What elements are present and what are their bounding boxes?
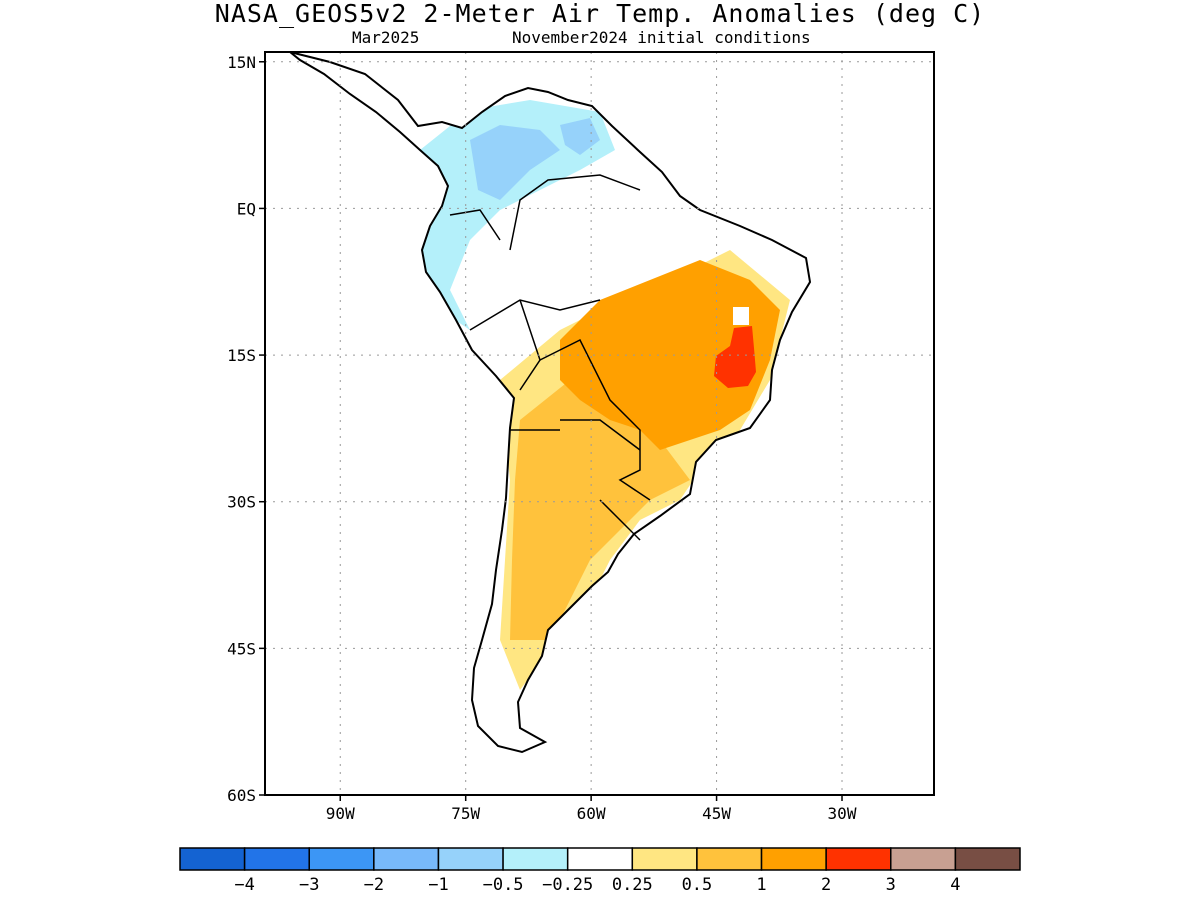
lon-tick-label: 30W [828, 804, 857, 823]
colorbar-label: −0.25 [542, 875, 593, 895]
colorbar-swatch [760, 847, 827, 871]
colorbar-swatch [696, 847, 763, 871]
cool-anomaly-north [420, 100, 615, 330]
colorbar-label: 4 [950, 875, 960, 895]
lat-tick-label: EQ [237, 199, 256, 218]
colorbar-label: 0.25 [612, 875, 653, 895]
colorbar-swatch [954, 847, 1021, 871]
map-border [264, 51, 935, 796]
colorbar-swatch [243, 847, 310, 871]
valid-month-label: Mar2025 [352, 28, 420, 47]
warm-anomaly-argentina [510, 380, 690, 640]
cool-anomaly-venezuela [560, 118, 600, 155]
colorbar-label: −2 [364, 875, 384, 895]
colorbar-label: −4 [234, 875, 254, 895]
anomaly-shading [420, 100, 790, 690]
missing-data-cell [733, 307, 749, 325]
lat-tick-label: 45S [227, 639, 256, 658]
colorbar-label: −0.5 [483, 875, 524, 895]
colorbar-swatch [825, 847, 892, 871]
lat-tick-label: 15N [227, 53, 256, 72]
cool-anomaly-colombia [470, 125, 560, 200]
colorbar-swatch [631, 847, 698, 871]
lon-tick-label: 60W [577, 804, 606, 823]
colorbar-swatch [437, 847, 504, 871]
colorbar-label: 1 [756, 875, 766, 895]
colorbar-swatch [308, 847, 375, 871]
colorbar-label: −3 [299, 875, 319, 895]
lat-tick-label: 60S [227, 786, 256, 805]
lat-tick-label: 30S [227, 493, 256, 512]
colorbar-swatch [179, 847, 246, 871]
colorbar: −4 −3 −2 −1 −0.5 −0.25 0.25 0.5 1 2 3 4 [179, 847, 1021, 895]
colorbar-swatch [890, 847, 957, 871]
colorbar-label: 2 [821, 875, 831, 895]
country-borders [449, 174, 651, 541]
colorbar-label: 0.5 [682, 875, 713, 895]
lon-tick-label: 90W [326, 804, 355, 823]
lon-tick-label: 75W [451, 804, 480, 823]
warm-anomaly-central-brazil [560, 260, 780, 450]
colorbar-swatch [566, 847, 634, 871]
colorbar-swatch [373, 847, 440, 871]
initial-conditions-label: November2024 initial conditions [512, 28, 811, 47]
lat-tick-label: 15S [227, 346, 256, 365]
colorbar-swatch [502, 847, 569, 871]
map-title: NASA_GEOS5v2 2-Meter Air Temp. Anomalies… [214, 0, 986, 28]
longitude-axis: 90W 75W 60W 45W 30W [326, 795, 857, 823]
hot-anomaly-east-brazil [714, 326, 756, 388]
colorbar-label: −1 [428, 875, 448, 895]
lon-tick-label: 45W [702, 804, 731, 823]
latitude-axis: 15N EQ 15S 30S 45S 60S [227, 53, 265, 805]
colorbar-label: 3 [886, 875, 896, 895]
